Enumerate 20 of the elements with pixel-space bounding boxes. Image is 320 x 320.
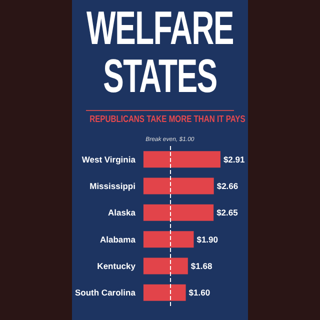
bar <box>143 151 220 168</box>
data-label: $2.65 <box>216 208 238 218</box>
bar <box>143 178 214 194</box>
y-tick-label: Alabama <box>100 234 136 244</box>
data-label: $1.90 <box>196 234 218 244</box>
y-tick-label: South Carolina <box>74 288 136 298</box>
chart-subtitle: REPUBLICANS TAKE MORE THAN IT PAYS <box>90 114 246 125</box>
chart-title: WELFARE STATES <box>85 1 235 102</box>
y-tick-label: West Virginia <box>82 154 136 164</box>
bar <box>143 284 186 301</box>
bar <box>143 231 194 248</box>
y-tick-label: Kentucky <box>97 261 136 271</box>
data-label: $1.60 <box>188 288 210 298</box>
bar <box>143 204 214 221</box>
data-label: $2.91 <box>223 154 246 164</box>
y-tick-label: Mississippi <box>90 181 136 191</box>
data-label: $1.68 <box>190 261 212 271</box>
bar <box>143 258 188 274</box>
y-tick-label: Alaska <box>108 208 136 218</box>
data-label: $2.66 <box>216 181 238 191</box>
